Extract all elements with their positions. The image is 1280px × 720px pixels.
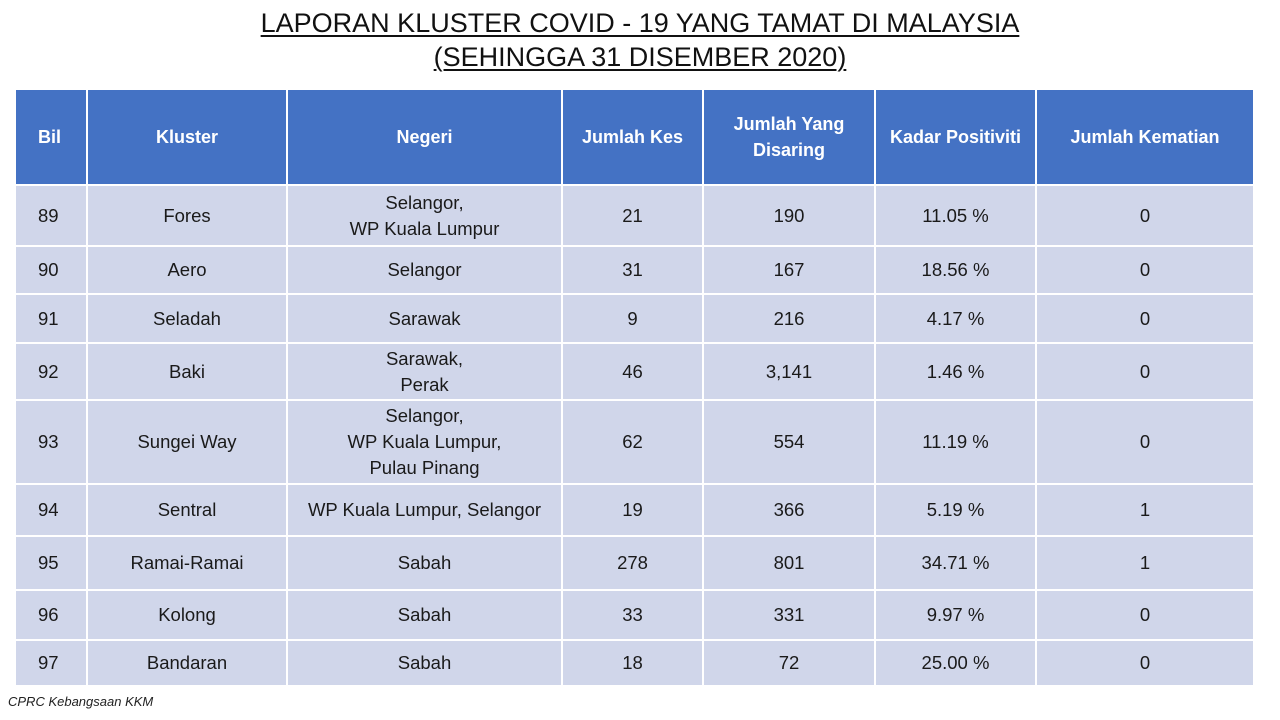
cell-jumlah-kematian: 0 — [1037, 401, 1253, 483]
cell-kluster: Baki — [88, 344, 286, 399]
header-kluster: Kluster — [88, 90, 286, 184]
cell-kluster: Sungei Way — [88, 401, 286, 483]
cell-kadar-positiviti: 11.05 % — [876, 186, 1035, 245]
cell-jumlah-kes: 31 — [563, 247, 702, 293]
cell-bil: 97 — [16, 641, 86, 685]
cell-jumlah-kematian: 1 — [1037, 537, 1253, 589]
cell-jumlah-kes: 19 — [563, 485, 702, 535]
cell-jumlah-kematian: 0 — [1037, 641, 1253, 685]
header-jumlah-kes: Jumlah Kes — [563, 90, 702, 184]
cell-kadar-positiviti: 18.56 % — [876, 247, 1035, 293]
cell-jumlah-kes: 9 — [563, 295, 702, 342]
header-jumlah-kematian: Jumlah Kematian — [1037, 90, 1253, 184]
cell-bil: 96 — [16, 591, 86, 639]
cell-jumlah-kematian: 0 — [1037, 186, 1253, 245]
header-bil: Bil — [16, 90, 86, 184]
table-row: 91 Seladah Sarawak 9 216 4.17 % 0 — [16, 295, 1253, 342]
cell-kadar-positiviti: 9.97 % — [876, 591, 1035, 639]
cell-bil: 91 — [16, 295, 86, 342]
cell-jumlah-disaring: 3,141 — [704, 344, 874, 399]
cell-jumlah-kes: 46 — [563, 344, 702, 399]
table-row: 90 Aero Selangor 31 167 18.56 % 0 — [16, 247, 1253, 293]
cell-bil: 89 — [16, 186, 86, 245]
cell-kluster: Fores — [88, 186, 286, 245]
cell-jumlah-disaring: 801 — [704, 537, 874, 589]
cell-kluster: Ramai-Ramai — [88, 537, 286, 589]
cluster-table: Bil Kluster Negeri Jumlah Kes Jumlah Yan… — [14, 88, 1255, 687]
cell-kadar-positiviti: 1.46 % — [876, 344, 1035, 399]
cell-negeri: Selangor — [288, 247, 561, 293]
cell-kadar-positiviti: 4.17 % — [876, 295, 1035, 342]
cell-kadar-positiviti: 25.00 % — [876, 641, 1035, 685]
cell-jumlah-disaring: 331 — [704, 591, 874, 639]
cell-kadar-positiviti: 11.19 % — [876, 401, 1035, 483]
header-negeri: Negeri — [288, 90, 561, 184]
cell-jumlah-disaring: 366 — [704, 485, 874, 535]
cell-jumlah-kes: 62 — [563, 401, 702, 483]
cell-jumlah-disaring: 190 — [704, 186, 874, 245]
cell-jumlah-kematian: 0 — [1037, 295, 1253, 342]
cell-jumlah-kematian: 1 — [1037, 485, 1253, 535]
report-title: LAPORAN KLUSTER COVID - 19 YANG TAMAT DI… — [0, 6, 1280, 74]
title-line-1: LAPORAN KLUSTER COVID - 19 YANG TAMAT DI… — [260, 8, 1020, 38]
cell-negeri: Sarawak, Perak — [288, 344, 561, 399]
cell-negeri: Selangor, WP Kuala Lumpur, Pulau Pinang — [288, 401, 561, 483]
cell-jumlah-kes: 21 — [563, 186, 702, 245]
title-line-2: (SEHINGGA 31 DISEMBER 2020) — [433, 42, 847, 72]
table-row: 89 Fores Selangor, WP Kuala Lumpur 21 19… — [16, 186, 1253, 245]
cell-jumlah-kes: 278 — [563, 537, 702, 589]
header-jumlah-disaring: Jumlah Yang Disaring — [704, 90, 874, 184]
cell-jumlah-kes: 18 — [563, 641, 702, 685]
cell-jumlah-kematian: 0 — [1037, 591, 1253, 639]
cell-kluster: Seladah — [88, 295, 286, 342]
cell-bil: 95 — [16, 537, 86, 589]
cell-bil: 92 — [16, 344, 86, 399]
table-header-row: Bil Kluster Negeri Jumlah Kes Jumlah Yan… — [16, 90, 1253, 184]
cell-jumlah-kematian: 0 — [1037, 247, 1253, 293]
table-row: 94 Sentral WP Kuala Lumpur, Selangor 19 … — [16, 485, 1253, 535]
cluster-table-container: Bil Kluster Negeri Jumlah Kes Jumlah Yan… — [14, 88, 1255, 687]
cell-jumlah-disaring: 167 — [704, 247, 874, 293]
table-row: 96 Kolong Sabah 33 331 9.97 % 0 — [16, 591, 1253, 639]
cell-jumlah-disaring: 72 — [704, 641, 874, 685]
cell-jumlah-kematian: 0 — [1037, 344, 1253, 399]
cell-jumlah-kes: 33 — [563, 591, 702, 639]
table-row: 93 Sungei Way Selangor, WP Kuala Lumpur,… — [16, 401, 1253, 483]
cell-kluster: Sentral — [88, 485, 286, 535]
header-kadar-positiviti: Kadar Positiviti — [876, 90, 1035, 184]
table-row: 97 Bandaran Sabah 18 72 25.00 % 0 — [16, 641, 1253, 685]
cell-jumlah-disaring: 216 — [704, 295, 874, 342]
table-row: 95 Ramai-Ramai Sabah 278 801 34.71 % 1 — [16, 537, 1253, 589]
cell-kluster: Aero — [88, 247, 286, 293]
table-row: 92 Baki Sarawak, Perak 46 3,141 1.46 % 0 — [16, 344, 1253, 399]
cell-negeri: Sabah — [288, 537, 561, 589]
source-note: CPRC Kebangsaan KKM — [8, 694, 154, 709]
cell-jumlah-disaring: 554 — [704, 401, 874, 483]
cell-negeri: Selangor, WP Kuala Lumpur — [288, 186, 561, 245]
cell-negeri: Sarawak — [288, 295, 561, 342]
cell-bil: 94 — [16, 485, 86, 535]
cell-kadar-positiviti: 34.71 % — [876, 537, 1035, 589]
cell-bil: 93 — [16, 401, 86, 483]
cell-kluster: Kolong — [88, 591, 286, 639]
cell-negeri: Sabah — [288, 591, 561, 639]
cell-bil: 90 — [16, 247, 86, 293]
cell-kluster: Bandaran — [88, 641, 286, 685]
cell-kadar-positiviti: 5.19 % — [876, 485, 1035, 535]
cell-negeri: Sabah — [288, 641, 561, 685]
cell-negeri: WP Kuala Lumpur, Selangor — [288, 485, 561, 535]
